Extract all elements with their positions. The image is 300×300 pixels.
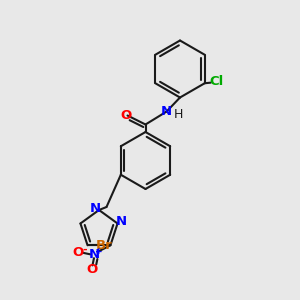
- Text: N: N: [88, 248, 100, 261]
- Text: N: N: [161, 105, 172, 118]
- Text: Cl: Cl: [209, 75, 223, 88]
- Text: +: +: [94, 248, 102, 256]
- Text: O: O: [73, 246, 84, 259]
- Text: O: O: [120, 109, 132, 122]
- Text: N: N: [90, 202, 101, 215]
- Text: -: -: [82, 245, 87, 255]
- Text: O: O: [87, 263, 98, 276]
- Text: N: N: [116, 215, 127, 229]
- Text: Br: Br: [96, 239, 112, 252]
- Text: H: H: [174, 108, 183, 121]
